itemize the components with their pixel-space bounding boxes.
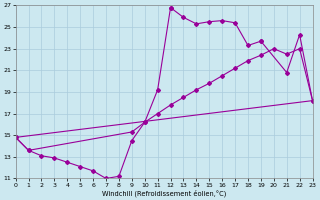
X-axis label: Windchill (Refroidissement éolien,°C): Windchill (Refroidissement éolien,°C) bbox=[102, 189, 226, 197]
